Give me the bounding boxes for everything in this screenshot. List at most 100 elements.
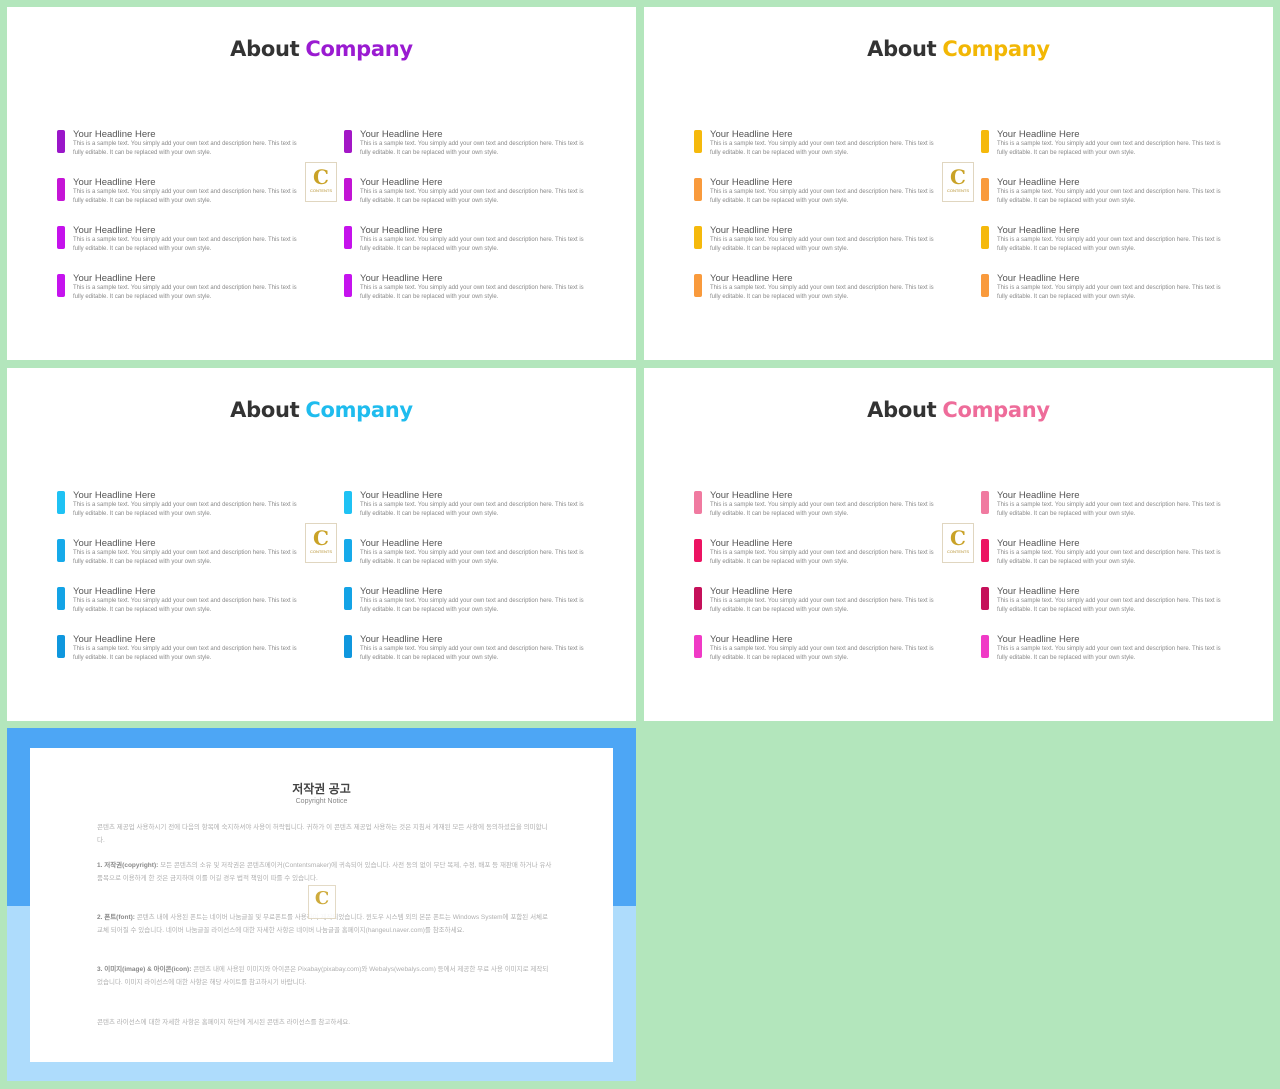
headline-item: Your Headline Here This is a sample text.… <box>57 225 302 257</box>
notice-font-text: 콘텐츠 내에 사용된 폰트는 네이버 나눔글꼴 및 무료폰트를 사용하여 제작되… <box>97 914 549 934</box>
notice-copyright-label: 1. 저작권(copyright): <box>97 862 159 869</box>
color-bar <box>694 130 702 153</box>
item-headline: Your Headline Here <box>360 129 443 140</box>
item-headline: Your Headline Here <box>360 634 443 645</box>
slide-title: About Company <box>7 37 636 61</box>
item-description: This is a sample text. You simply add yo… <box>997 189 1221 204</box>
item-headline: Your Headline Here <box>710 538 793 549</box>
item-description: This is a sample text. You simply add yo… <box>710 141 934 156</box>
slide-title: About Company <box>7 398 636 422</box>
item-description: This is a sample text. You simply add yo… <box>710 285 934 300</box>
title-about: About <box>867 398 937 422</box>
logo-letter: C <box>314 888 330 909</box>
logo-letter: C <box>313 526 329 550</box>
headline-item: Your Headline Here This is a sample text.… <box>981 538 1226 570</box>
color-bar <box>57 274 65 297</box>
item-headline: Your Headline Here <box>73 586 156 597</box>
headline-item: Your Headline Here This is a sample text.… <box>981 634 1226 666</box>
headline-item: Your Headline Here This is a sample text.… <box>694 177 939 209</box>
item-description: This is a sample text. You simply add yo… <box>997 550 1221 565</box>
notice-font-label: 2. 폰트(font): <box>97 914 135 921</box>
headline-item: Your Headline Here This is a sample text.… <box>344 225 589 257</box>
logo-text: CONTENTS <box>310 549 332 554</box>
logo-letter: C <box>950 165 966 189</box>
item-description: This is a sample text. You simply add yo… <box>73 189 297 204</box>
item-headline: Your Headline Here <box>73 490 156 501</box>
headline-item: Your Headline Here This is a sample text.… <box>344 490 589 522</box>
color-bar <box>344 635 352 658</box>
color-bar <box>981 635 989 658</box>
headline-item: Your Headline Here This is a sample text.… <box>981 273 1226 305</box>
item-headline: Your Headline Here <box>360 225 443 236</box>
headline-item: Your Headline Here This is a sample text.… <box>57 586 302 618</box>
title-about: About <box>867 37 937 61</box>
about-company-slide: About Company Your Headline Here This is a … <box>7 7 636 360</box>
headline-item: Your Headline Here This is a sample text.… <box>57 538 302 570</box>
item-description: This is a sample text. You simply add yo… <box>73 502 297 517</box>
color-bar <box>57 587 65 610</box>
item-headline: Your Headline Here <box>997 129 1080 140</box>
item-headline: Your Headline Here <box>997 586 1080 597</box>
copyright-paper: 저작권 공고 Copyright Notice 콘텐츠 제공업 사용하시기 전에… <box>30 748 613 1062</box>
item-headline: Your Headline Here <box>73 225 156 236</box>
item-description: This is a sample text. You simply add yo… <box>360 189 584 204</box>
slide-title: About Company <box>644 37 1273 61</box>
color-bar <box>344 178 352 201</box>
headline-item: Your Headline Here This is a sample text.… <box>344 273 589 305</box>
item-description: This is a sample text. You simply add yo… <box>360 646 584 661</box>
item-headline: Your Headline Here <box>997 177 1080 188</box>
color-bar <box>694 178 702 201</box>
item-description: This is a sample text. You simply add yo… <box>997 141 1221 156</box>
item-description: This is a sample text. You simply add yo… <box>997 646 1221 661</box>
item-description: This is a sample text. You simply add yo… <box>360 502 584 517</box>
notice-license: 콘텐츠 라이선스에 대한 자세한 사항은 홈페이지 하단에 게시된 콘텐츠 라이… <box>97 1019 351 1026</box>
item-headline: Your Headline Here <box>73 538 156 549</box>
item-description: This is a sample text. You simply add yo… <box>73 550 297 565</box>
notice-copyright-text: 모든 콘텐츠의 소유 및 저작권은 콘텐츠메이커(Contentsmaker)에… <box>97 862 552 882</box>
item-description: This is a sample text. You simply add yo… <box>710 550 934 565</box>
logo-letter: C <box>313 165 329 189</box>
item-description: This is a sample text. You simply add yo… <box>360 598 584 613</box>
title-company: Company <box>305 398 413 422</box>
item-headline: Your Headline Here <box>360 538 443 549</box>
color-bar <box>694 635 702 658</box>
notice-image-text: 콘텐츠 내에 사용된 이미지와 아이콘은 Pixabay(pixabay.com… <box>97 966 549 986</box>
color-bar <box>57 226 65 249</box>
headline-item: Your Headline Here This is a sample text.… <box>694 538 939 570</box>
item-description: This is a sample text. You simply add yo… <box>73 646 297 661</box>
contents-logo: C <box>308 885 336 919</box>
item-description: This is a sample text. You simply add yo… <box>360 285 584 300</box>
item-headline: Your Headline Here <box>73 273 156 284</box>
item-headline: Your Headline Here <box>997 225 1080 236</box>
item-description: This is a sample text. You simply add yo… <box>710 237 934 252</box>
item-headline: Your Headline Here <box>710 225 793 236</box>
item-headline: Your Headline Here <box>997 634 1080 645</box>
headline-item: Your Headline Here This is a sample text.… <box>694 273 939 305</box>
notice-image-label: 3. 이미지(image) & 아이콘(icon): <box>97 966 192 973</box>
color-bar <box>57 635 65 658</box>
copyright-slide: 저작권 공고 Copyright Notice 콘텐츠 제공업 사용하시기 전에… <box>7 728 636 1081</box>
item-description: This is a sample text. You simply add yo… <box>710 189 934 204</box>
color-bar <box>981 587 989 610</box>
item-description: This is a sample text. You simply add yo… <box>997 237 1221 252</box>
color-bar <box>981 491 989 514</box>
color-bar <box>57 491 65 514</box>
color-bar <box>57 178 65 201</box>
color-bar <box>694 491 702 514</box>
item-description: This is a sample text. You simply add yo… <box>73 598 297 613</box>
item-headline: Your Headline Here <box>360 273 443 284</box>
color-bar <box>344 539 352 562</box>
title-company: Company <box>305 37 413 61</box>
headline-item: Your Headline Here This is a sample text.… <box>981 129 1226 161</box>
logo-letter: C <box>950 526 966 550</box>
notice-copyright: 1. 저작권(copyright): 모든 콘텐츠의 소유 및 저작권은 콘텐츠… <box>97 859 552 885</box>
item-description: This is a sample text. You simply add yo… <box>360 550 584 565</box>
item-headline: Your Headline Here <box>710 129 793 140</box>
color-bar <box>57 130 65 153</box>
color-bar <box>981 130 989 153</box>
item-description: This is a sample text. You simply add yo… <box>360 141 584 156</box>
headline-item: Your Headline Here This is a sample text.… <box>981 177 1226 209</box>
item-headline: Your Headline Here <box>360 586 443 597</box>
contents-logo: C CONTENTS <box>305 523 337 563</box>
item-description: This is a sample text. You simply add yo… <box>710 646 934 661</box>
